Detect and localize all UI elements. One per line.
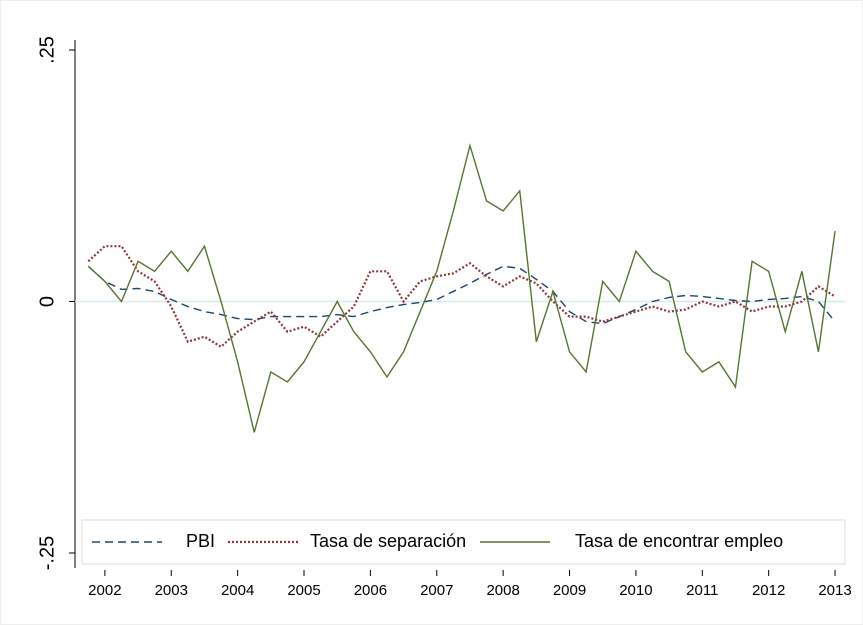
legend-label: PBI xyxy=(186,531,215,551)
series-line xyxy=(87,245,836,349)
y-tick-label: .25 xyxy=(36,36,58,64)
y-tick-label: -.25 xyxy=(36,536,58,570)
y-tick-label: 0 xyxy=(36,296,58,307)
x-tick-label: 2005 xyxy=(287,582,320,599)
x-tick-label: 2008 xyxy=(486,582,519,599)
legend-label: Tasa de encontrar empleo xyxy=(575,531,783,551)
x-tick-label: 2003 xyxy=(155,582,188,599)
x-tick-label: 2012 xyxy=(752,582,785,599)
x-tick-label: 2013 xyxy=(818,582,851,599)
legend-box xyxy=(81,519,846,565)
x-tick-label: 2004 xyxy=(221,582,254,599)
x-tick-label: 2010 xyxy=(619,582,652,599)
series-line xyxy=(87,142,836,433)
x-tick-label: 2007 xyxy=(420,582,453,599)
x-tick-label: 2006 xyxy=(354,582,387,599)
series-line xyxy=(87,265,836,325)
x-tick-label: 2011 xyxy=(686,582,718,599)
x-tick-label: 2002 xyxy=(88,582,121,599)
legend-label: Tasa de separación xyxy=(310,531,466,551)
x-tick-label: 2009 xyxy=(553,582,586,599)
